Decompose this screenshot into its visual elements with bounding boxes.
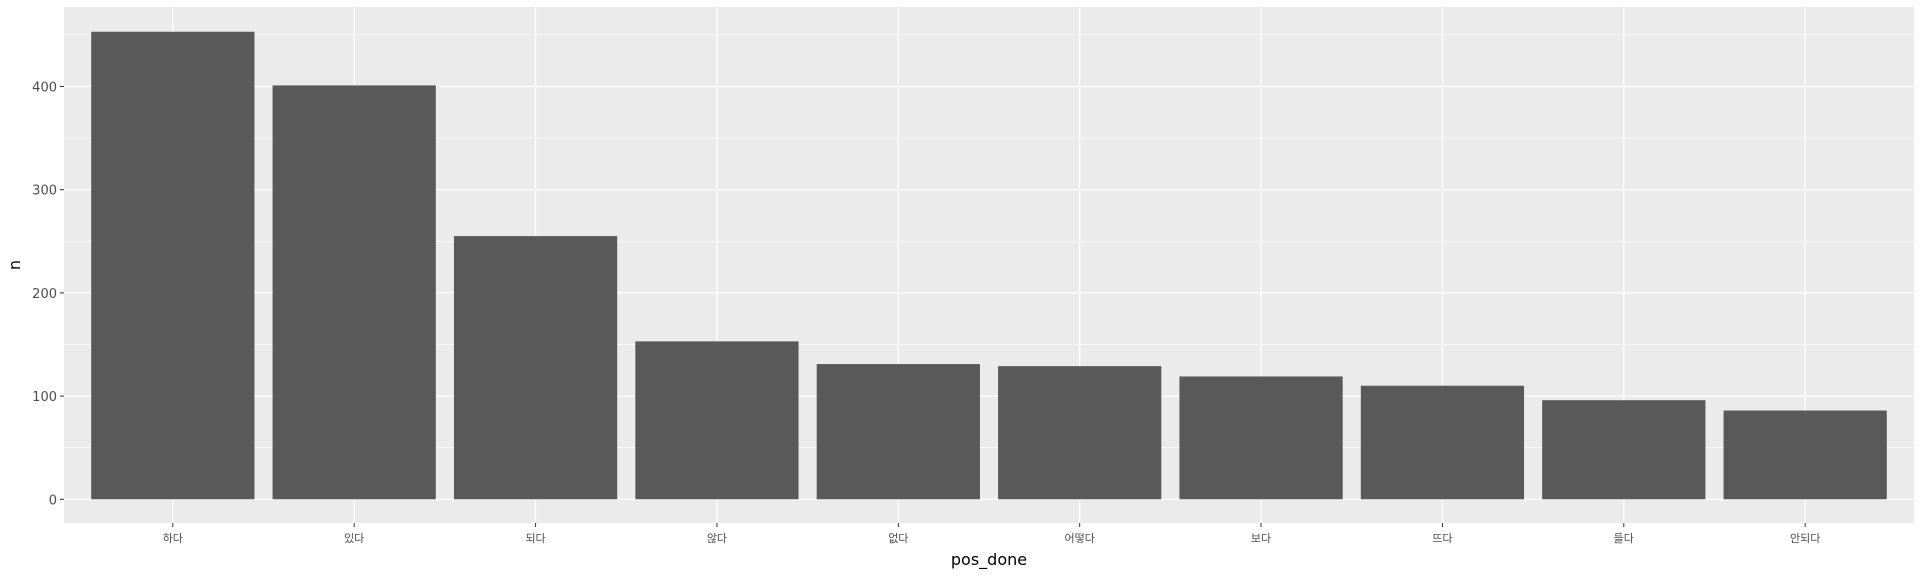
bar xyxy=(816,364,980,500)
y-tick-label: 200 xyxy=(32,287,57,302)
bar xyxy=(635,341,799,500)
bar xyxy=(453,236,618,500)
y-tick-label: 100 xyxy=(32,390,57,405)
bar xyxy=(1723,410,1887,500)
x-tick-label: 않다 xyxy=(707,532,727,545)
x-tick-label: 어떻다 xyxy=(1064,532,1094,545)
x-tick-label: 뜨다 xyxy=(1432,532,1452,545)
x-tick-label: 없다 xyxy=(888,532,908,545)
x-axis: 하다 있다 되다 않다 없다 어떻다 보다 뜨다 들다 안되다 xyxy=(163,523,1820,545)
x-tick-label: 있다 xyxy=(344,532,364,545)
bar xyxy=(1542,400,1706,500)
bar xyxy=(998,366,1162,500)
x-tick-label: 되다 xyxy=(525,532,545,545)
y-axis: 0 100 200 300 400 xyxy=(32,80,64,508)
x-tick-label: 들다 xyxy=(1614,532,1634,545)
y-tick-label: 300 xyxy=(32,184,57,199)
y-axis-title: n xyxy=(5,260,24,270)
bar xyxy=(1360,385,1525,500)
y-tick-label: 400 xyxy=(32,80,57,95)
x-tick-label: 하다 xyxy=(163,531,183,545)
x-axis-title: pos_done xyxy=(951,550,1027,570)
bar xyxy=(272,85,436,500)
bar xyxy=(1179,376,1343,500)
bars xyxy=(91,31,1887,500)
x-tick-label: 보다 xyxy=(1251,532,1271,545)
x-tick-label: 안되다 xyxy=(1790,532,1820,545)
y-tick-label: 0 xyxy=(49,493,57,508)
bar xyxy=(91,31,255,500)
